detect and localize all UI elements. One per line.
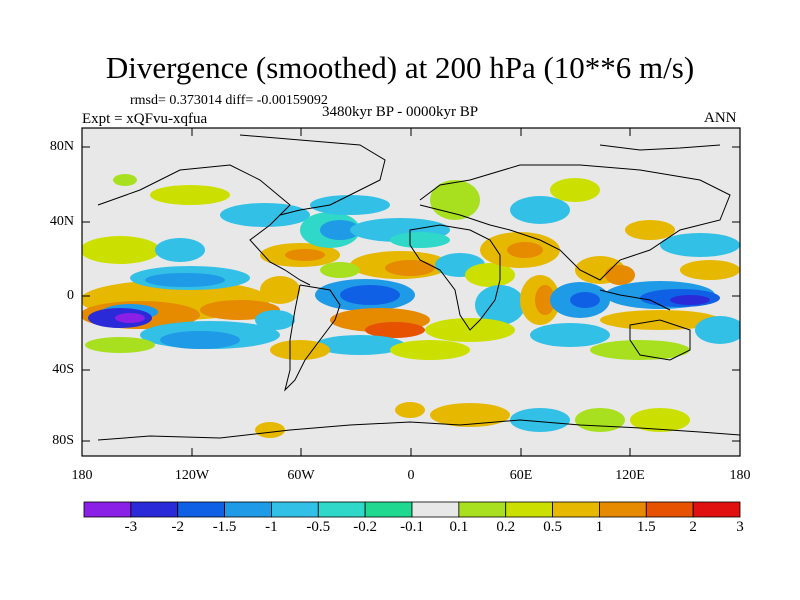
colorbar-box <box>599 501 647 518</box>
colorbar-box <box>411 501 460 518</box>
colorbar-label: -0.1 <box>400 519 424 535</box>
colorbar-box <box>692 501 741 518</box>
lon-label-180e: 180 <box>729 468 751 483</box>
lat-label-40s: 40S <box>52 362 74 377</box>
lon-label-120e: 120E <box>615 468 645 483</box>
lat-label-40n: 40N <box>49 214 74 229</box>
lon-label-120w: 120W <box>174 468 210 483</box>
colorbar-box <box>505 501 553 518</box>
experiment-text: Expt = xQFvu-xqfua <box>82 111 208 127</box>
colorbar-label: 0.1 <box>449 519 469 535</box>
lon-label-180w: 180 <box>71 468 93 483</box>
colorbar-box <box>177 501 225 518</box>
season-text: ANN <box>704 110 737 126</box>
colorbar-box <box>317 501 366 518</box>
colorbar-label: -0.5 <box>306 519 331 535</box>
colorbar-label: 1.5 <box>636 519 656 535</box>
colorbar-box <box>552 501 600 518</box>
colorbar-label: 3 <box>736 519 744 535</box>
colorbar-label: -1.5 <box>212 519 237 535</box>
contour-field <box>82 174 740 438</box>
lon-label-0: 0 <box>407 468 415 483</box>
colorbar <box>83 501 741 518</box>
lat-label-80n: 80N <box>49 139 74 154</box>
map-title: Divergence (smoothed) at 200 hPa (10**6 … <box>105 50 695 85</box>
colorbar-box <box>130 501 179 518</box>
colorbar-label: -1 <box>265 519 278 535</box>
colorbar-label: -3 <box>124 519 138 535</box>
colorbar-label: 2 <box>689 519 697 535</box>
coastlines <box>97 134 740 441</box>
colorbar-box <box>83 501 132 518</box>
period-text: 3480kyr BP - 0000kyr BP <box>322 104 479 120</box>
axis-ticks <box>81 128 741 456</box>
stats-text: rmsd= 0.373014 diff= -0.00159092 <box>130 93 328 108</box>
colorbar-box <box>224 501 272 518</box>
lon-label-60e: 60E <box>509 468 533 483</box>
lat-label-80s: 80S <box>52 433 74 448</box>
colorbar-label: -0.2 <box>353 519 378 535</box>
colorbar-label: 0.5 <box>543 519 562 535</box>
colorbar-label: 1 <box>595 519 604 535</box>
colorbar-box <box>645 501 694 518</box>
colorbar-label: -2 <box>171 519 184 535</box>
colorbar-label: 0.2 <box>496 519 516 535</box>
colorbar-box <box>458 501 507 518</box>
lat-label-eq: 0 <box>67 288 74 303</box>
lon-label-60w: 60W <box>287 468 315 483</box>
colorbar-box <box>271 501 319 518</box>
colorbar-box <box>364 501 413 518</box>
